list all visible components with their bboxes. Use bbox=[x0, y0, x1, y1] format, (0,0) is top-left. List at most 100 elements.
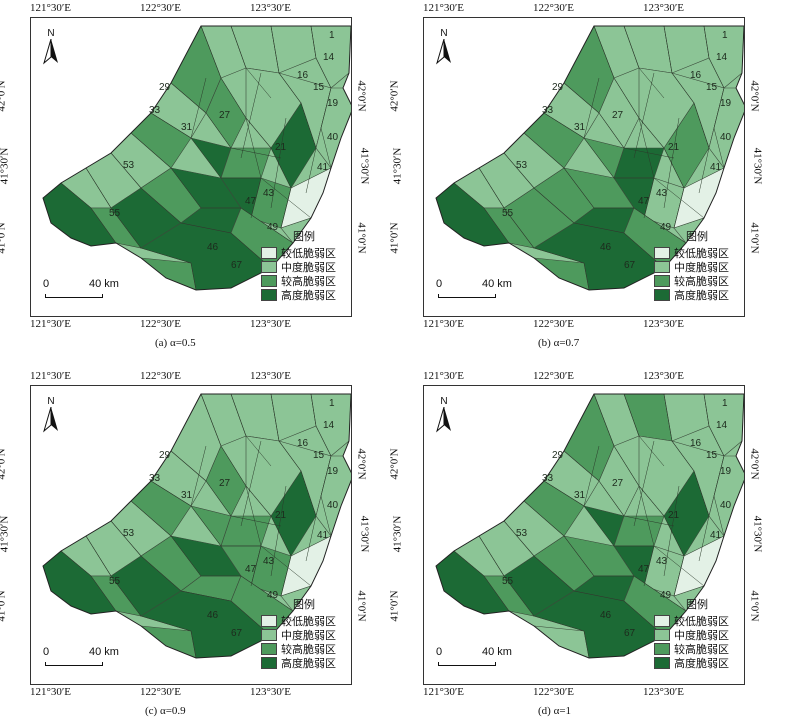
district-number: 46 bbox=[600, 242, 612, 253]
legend-item: 较高脆弱区 bbox=[654, 274, 740, 288]
latitude-label-right: 42°0′N bbox=[356, 448, 368, 479]
north-label: N bbox=[41, 28, 61, 39]
scale-end-label: 40 km bbox=[482, 646, 512, 658]
longitude-label-top: 123°30′E bbox=[643, 2, 684, 14]
legend-swatch bbox=[261, 615, 277, 627]
legend-swatch bbox=[261, 629, 277, 641]
map-panel: 121°30′E121°30′E122°30′E122°30′E123°30′E… bbox=[0, 0, 385, 355]
legend: 图例较低脆弱区中度脆弱区较高脆弱区高度脆弱区 bbox=[654, 596, 740, 670]
district-number: 41 bbox=[317, 162, 329, 173]
district-number: 29 bbox=[552, 82, 564, 93]
district-number: 40 bbox=[720, 132, 732, 143]
district-number: 46 bbox=[207, 610, 219, 621]
longitude-label-top: 122°30′E bbox=[140, 370, 181, 382]
district-number: 21 bbox=[668, 142, 680, 153]
latitude-label-left: 42°0′N bbox=[0, 80, 8, 111]
district-number: 67 bbox=[624, 260, 636, 271]
legend-swatch bbox=[654, 629, 670, 641]
longitude-label-bottom: 123°30′E bbox=[643, 318, 684, 330]
district-number: 53 bbox=[516, 528, 528, 539]
latitude-label-left: 41°30′N bbox=[0, 516, 10, 553]
district-number: 29 bbox=[159, 82, 171, 93]
longitude-label-top: 121°30′E bbox=[423, 2, 464, 14]
latitude-label-right: 41°0′N bbox=[356, 222, 368, 253]
district-number: 46 bbox=[600, 610, 612, 621]
district-number: 15 bbox=[706, 82, 718, 93]
district-number: 27 bbox=[612, 110, 624, 121]
legend: 图例较低脆弱区中度脆弱区较高脆弱区高度脆弱区 bbox=[261, 596, 347, 670]
scale-line bbox=[438, 294, 496, 298]
district-number: 1 bbox=[722, 30, 728, 41]
scale-bar: 040 km bbox=[436, 278, 526, 300]
scale-start-label: 0 bbox=[436, 646, 442, 658]
latitude-label-left: 42°0′N bbox=[389, 448, 401, 479]
district-number: 14 bbox=[716, 52, 728, 63]
district-number: 40 bbox=[327, 132, 339, 143]
legend-item: 高度脆弱区 bbox=[261, 288, 347, 302]
district-number: 29 bbox=[159, 450, 171, 461]
scale-start-label: 0 bbox=[436, 278, 442, 290]
longitude-label-bottom: 122°30′E bbox=[140, 686, 181, 698]
district-number: 41 bbox=[710, 530, 722, 541]
latitude-label-left: 41°0′N bbox=[389, 222, 401, 253]
legend: 图例较低脆弱区中度脆弱区较高脆弱区高度脆弱区 bbox=[261, 228, 347, 302]
legend-title: 图例 bbox=[261, 596, 347, 612]
district-number: 21 bbox=[668, 510, 680, 521]
district-number: 21 bbox=[275, 142, 287, 153]
map-frame: 1141615192933312721404143535567474649N04… bbox=[30, 385, 352, 685]
district-number: 43 bbox=[263, 556, 275, 567]
district-number: 31 bbox=[181, 122, 193, 133]
legend-swatch bbox=[261, 261, 277, 273]
district-number: 31 bbox=[181, 490, 193, 501]
legend-label: 高度脆弱区 bbox=[281, 655, 336, 671]
legend-swatch bbox=[654, 643, 670, 655]
district-number: 21 bbox=[275, 510, 287, 521]
legend-item: 较高脆弱区 bbox=[261, 274, 347, 288]
longitude-label-top: 121°30′E bbox=[423, 370, 464, 382]
district-number: 27 bbox=[219, 478, 231, 489]
district-number: 43 bbox=[656, 556, 668, 567]
latitude-label-left: 41°0′N bbox=[0, 222, 8, 253]
scale-end-label: 40 km bbox=[89, 646, 119, 658]
legend-item: 较低脆弱区 bbox=[654, 246, 740, 260]
longitude-label-bottom: 123°30′E bbox=[250, 318, 291, 330]
latitude-label-left: 42°0′N bbox=[389, 80, 401, 111]
district-number: 1 bbox=[329, 30, 335, 41]
district-number: 43 bbox=[656, 188, 668, 199]
longitude-label-bottom: 123°30′E bbox=[250, 686, 291, 698]
legend-item: 中度脆弱区 bbox=[654, 260, 740, 274]
latitude-label-right: 41°0′N bbox=[356, 590, 368, 621]
longitude-label-bottom: 121°30′E bbox=[423, 318, 464, 330]
longitude-label-bottom: 122°30′E bbox=[533, 686, 574, 698]
latitude-label-left: 41°0′N bbox=[389, 590, 401, 621]
longitude-label-bottom: 121°30′E bbox=[30, 318, 71, 330]
map-frame: 1141615192933312721404143535567474649N04… bbox=[30, 17, 352, 317]
district-number: 47 bbox=[245, 564, 257, 575]
district-area bbox=[534, 626, 589, 658]
latitude-label-right: 41°30′N bbox=[751, 516, 763, 553]
legend-swatch bbox=[654, 657, 670, 669]
district-number: 47 bbox=[245, 196, 257, 207]
north-arrow-icon: N bbox=[434, 28, 454, 68]
longitude-label-top: 122°30′E bbox=[140, 2, 181, 14]
legend-swatch bbox=[654, 275, 670, 287]
district-number: 46 bbox=[207, 242, 219, 253]
latitude-label-right: 41°30′N bbox=[358, 148, 370, 185]
scale-line bbox=[45, 294, 103, 298]
latitude-label-left: 41°0′N bbox=[0, 590, 8, 621]
district-number: 55 bbox=[502, 576, 514, 587]
latitude-label-right: 41°0′N bbox=[749, 590, 761, 621]
district-number: 47 bbox=[638, 196, 650, 207]
longitude-label-bottom: 122°30′E bbox=[533, 318, 574, 330]
district-number: 53 bbox=[123, 528, 135, 539]
longitude-label-top: 123°30′E bbox=[643, 370, 684, 382]
legend-swatch bbox=[654, 261, 670, 273]
district-number: 19 bbox=[327, 98, 339, 109]
legend-swatch bbox=[261, 275, 277, 287]
legend-item: 较低脆弱区 bbox=[261, 246, 347, 260]
map-panel: 121°30′E121°30′E122°30′E122°30′E123°30′E… bbox=[393, 368, 778, 723]
north-arrow-icon: N bbox=[41, 28, 61, 68]
district-number: 53 bbox=[123, 160, 135, 171]
legend-label: 高度脆弱区 bbox=[281, 287, 336, 303]
district-number: 16 bbox=[297, 70, 309, 81]
